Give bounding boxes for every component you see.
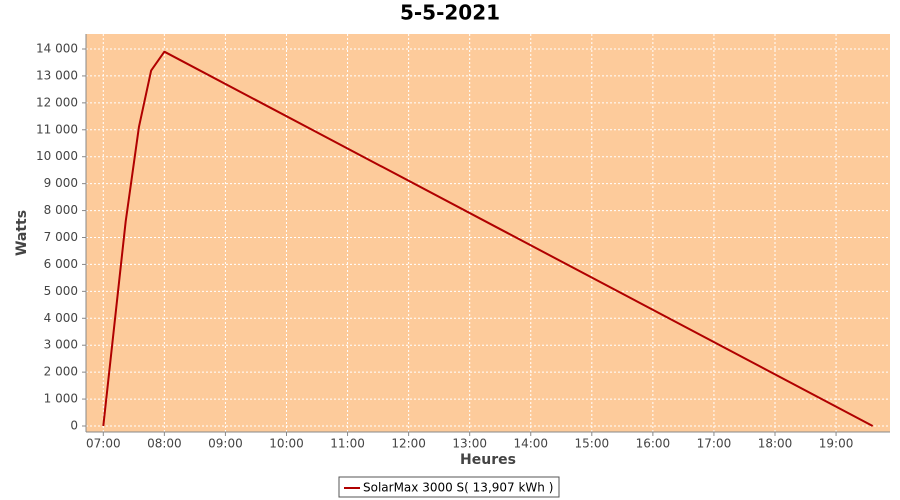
y-tick-label: 12 000 <box>36 95 78 109</box>
chart-title: 5-5-2021 <box>400 1 500 25</box>
y-tick-label: 11 000 <box>36 122 78 136</box>
y-tick-label: 13 000 <box>36 68 78 82</box>
y-tick-label: 6 000 <box>44 257 78 271</box>
y-axis-label: Watts <box>14 210 30 256</box>
x-tick-label: 16:00 <box>636 437 671 451</box>
plot-area <box>86 34 890 432</box>
y-tick-label: 10 000 <box>36 149 78 163</box>
y-tick-label: 5 000 <box>44 284 78 298</box>
legend-label: SolarMax 3000 S( 13,907 kWh ) <box>363 481 553 495</box>
x-tick-label: 17:00 <box>697 437 732 451</box>
y-tick-label: 9 000 <box>44 176 78 190</box>
x-axis-label: Heures <box>460 452 516 468</box>
y-tick-label: 14 000 <box>36 41 78 55</box>
y-tick-label: 4 000 <box>44 311 78 325</box>
x-tick-label: 11:00 <box>330 437 365 451</box>
x-tick-label: 12:00 <box>391 437 426 451</box>
x-tick-label: 18:00 <box>758 437 793 451</box>
series-line <box>102 50 874 427</box>
y-tick-label: 8 000 <box>44 203 78 217</box>
x-tick-label: 13:00 <box>452 437 487 451</box>
y-tick-label: 7 000 <box>44 230 78 244</box>
y-tick-label: 1 000 <box>44 392 78 406</box>
x-tick-label: 09:00 <box>208 437 243 451</box>
y-tick-label: 3 000 <box>44 338 78 352</box>
legend-box <box>338 476 560 498</box>
x-tick-label: 14:00 <box>513 437 548 451</box>
x-tick-label: 19:00 <box>819 437 854 451</box>
x-tick-label: 15:00 <box>575 437 610 451</box>
x-tick-label: 10:00 <box>269 437 304 451</box>
y-tick-label: 2 000 <box>44 365 78 379</box>
x-tick-label: 08:00 <box>147 437 182 451</box>
x-tick-label: 07:00 <box>86 437 121 451</box>
y-tick-label: 0 <box>70 418 78 432</box>
